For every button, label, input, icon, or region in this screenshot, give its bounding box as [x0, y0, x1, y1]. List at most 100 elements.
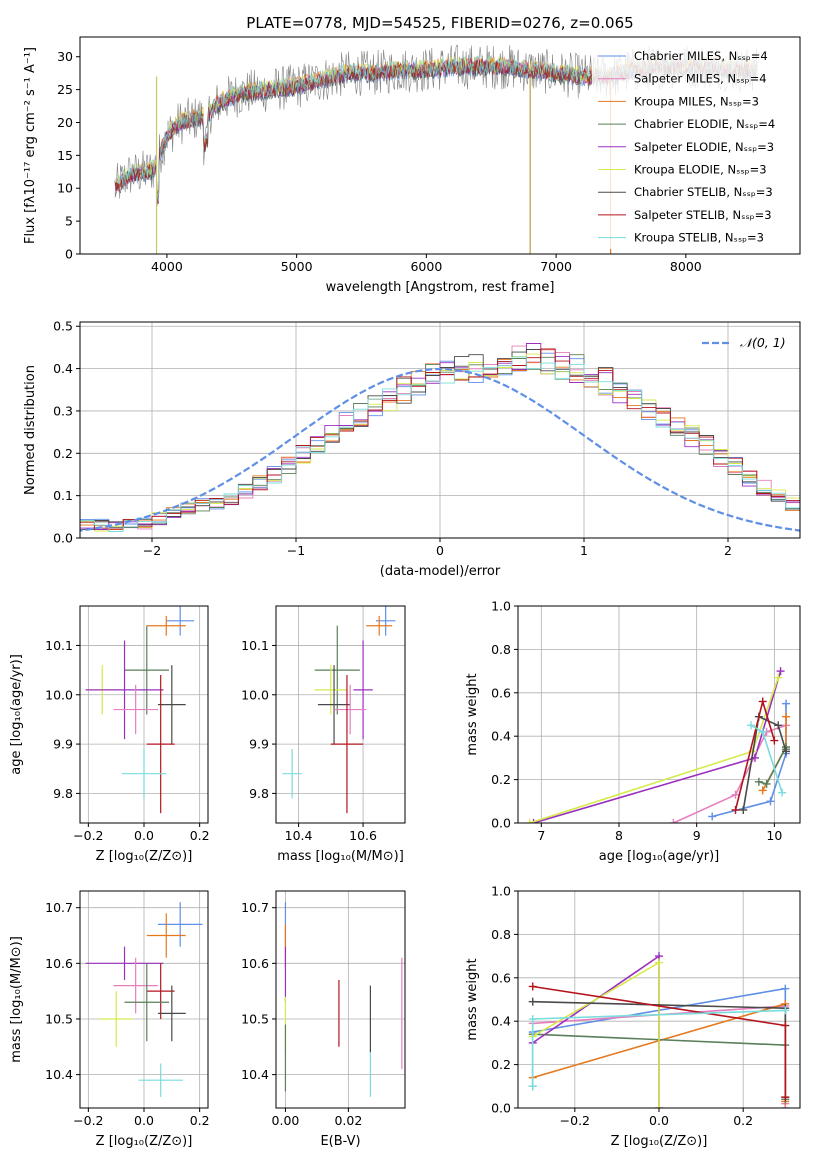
spectrum-xtick-label: 4000 — [151, 259, 183, 274]
legend-label-salpeter_elodie: Salpeter ELODIE, Nₛₛₚ=3 — [634, 140, 774, 154]
mass_vs_ebv-xtick-label: 0.02 — [334, 1113, 362, 1128]
legend-label-salpeter_stelib: Salpeter STELIB, Nₛₛₚ=3 — [634, 208, 772, 222]
spectrum-frame — [79, 36, 801, 255]
weight_vs_age-ytick-label: 0.0 — [491, 816, 511, 831]
histogram-salpeter_stelib — [80, 348, 800, 530]
mass_vs_Z-xtick-label: 0.0 — [134, 1113, 154, 1128]
figure-title: PLATE=0778, MJD=54525, FIBERID=0276, z=0… — [246, 14, 633, 32]
mass_vs_ebv-frame — [275, 890, 406, 1109]
age_vs_mass-xlabel: mass [log₁₀(M/M⊙)] — [277, 849, 404, 864]
legend-label-kroupa_stelib: Kroupa STELIB, Nₛₛₚ=3 — [634, 231, 764, 245]
legend-label-kroupa_elodie: Kroupa ELODIE, Nₛₛₚ=3 — [634, 163, 767, 177]
mass_vs_Z-xlabel: Z [log₁₀(Z/Z⊙)] — [96, 1134, 193, 1149]
weight_vs_Z-plot-area — [528, 952, 790, 1108]
age_vs_mass-xtick-label: 10.6 — [349, 828, 377, 843]
age_vs_Z-xlabel: Z [log₁₀(Z/Z⊙)] — [96, 849, 193, 864]
spectrum-legend: Chabrier MILES, Nₛₛₚ=4 Salpeter MILES, Nₛ… — [592, 43, 796, 249]
weight_vs_age-ytick-label: 0.4 — [491, 729, 511, 744]
spectrum-xtick-label: 8000 — [670, 259, 702, 274]
weight_vs_age-ylabel: mass weight — [465, 673, 480, 755]
residuals-xtick-label: 0 — [436, 543, 444, 558]
age_vs_Z-ytick-label: 10.0 — [45, 687, 73, 702]
age_vs_mass-ytick-label: 9.8 — [249, 786, 269, 801]
histogram-chabrier_miles — [80, 352, 800, 529]
age_vs_mass-ytick-label: 10.1 — [241, 638, 269, 653]
age_vs_mass-ytick-label: 10.0 — [241, 687, 269, 702]
legend-label-chabrier_elodie: Chabrier ELODIE, Nₛₛₚ=4 — [634, 117, 775, 131]
weight_vs_Z-ytick-label: 0.0 — [491, 1101, 511, 1116]
weight_vs_age-xtick-label: 10 — [766, 828, 782, 843]
residuals-ytick-label: 0.5 — [53, 319, 73, 334]
mass_vs_Z-xtick-label: 0.2 — [190, 1113, 210, 1128]
mass_vs_Z-ytick-label: 10.7 — [45, 900, 73, 915]
spectrum-ytick-label: 5 — [65, 214, 73, 229]
mass_vs_Z-xtick-label: −0.2 — [73, 1113, 103, 1128]
spectrum-xtick-label: 6000 — [410, 259, 442, 274]
legend-label-chabrier_miles: Chabrier MILES, Nₛₛₚ=4 — [634, 49, 768, 63]
weight_vs_Z-xtick-label: 0.0 — [649, 1113, 669, 1128]
residuals-plot-area — [80, 343, 800, 532]
mass_vs_ebv-ytick-label: 10.6 — [241, 956, 269, 971]
normal-legend-label: 𝒩(0, 1) — [740, 335, 786, 350]
weight_vs_age-ytick-label: 0.8 — [491, 642, 511, 657]
age_vs_Z-ytick-label: 9.9 — [53, 737, 73, 752]
mass_vs_ebv-xlabel: E(B-V) — [320, 1134, 360, 1149]
mass_vs_Z-ylabel: mass [log₁₀(M/M⊙)] — [9, 936, 24, 1063]
spectrum-ytick-label: 10 — [57, 181, 73, 196]
histogram-chabrier_elodie — [80, 354, 800, 528]
weight_vs_Z-ytick-label: 0.6 — [491, 970, 511, 985]
spectrum-xtick-label: 5000 — [281, 259, 313, 274]
residuals-ylabel: Normed distribution — [23, 365, 38, 495]
residuals-panel: −2 −1 0 1 2 0.0 0.1 0.2 0.3 0.4 0.5 (data-model)/er… — [23, 319, 801, 579]
weight_vs_age-ytick-label: 0.6 — [491, 685, 511, 700]
residuals-xtick-label: 2 — [724, 543, 732, 558]
weight_vs_Z-xtick-label: 0.2 — [733, 1113, 753, 1128]
residuals-xtick-label: 1 — [580, 543, 588, 558]
weight_vs_Z-ylabel: mass weight — [465, 958, 480, 1040]
residuals-ytick-label: 0.2 — [53, 446, 73, 461]
residuals-ytick-label: 0.3 — [53, 403, 73, 418]
spectrum-xtick-label: 7000 — [540, 259, 572, 274]
normal-curve — [80, 367, 800, 532]
residuals-xlabel: (data-model)/error — [380, 564, 501, 579]
weight_vs_Z-xlabel: Z [log₁₀(Z/Z⊙)] — [611, 1134, 708, 1149]
weight_vs_age-plot-area — [525, 667, 791, 823]
weight_vs_Z-ytick-label: 1.0 — [491, 884, 511, 899]
mass_vs_ebv-xtick-label: 0.00 — [272, 1113, 300, 1128]
spectrum-ytick-label: 25 — [57, 82, 73, 97]
age_vs_Z-panel: −0.2 0.0 0.2 9.8 9.9 10.0 10.1 Z [log₁₀(Z/Z⊙)] a… — [9, 605, 210, 864]
spectrum-panel: 4000 5000 6000 7000 8000 0 5 10 15 20 25 30 waveleng… — [23, 36, 801, 295]
age_vs_Z-xtick-label: 0.0 — [134, 828, 154, 843]
age_vs_Z-ytick-label: 10.1 — [45, 638, 73, 653]
age_vs_mass-plot-area — [282, 606, 396, 814]
weight_vs_age-ytick-label: 1.0 — [491, 599, 511, 614]
age_vs_Z-frame — [79, 605, 209, 824]
legend-label-kroupa_miles: Kroupa MILES, Nₛₛₚ=3 — [634, 94, 759, 108]
weight_vs_age-xlabel: age [log₁₀(age/yr)] — [599, 849, 720, 864]
age_vs_Z-ylabel: age [log₁₀(age/yr)] — [9, 654, 24, 775]
legend-label-salpeter_miles: Salpeter MILES, Nₛₛₚ=4 — [634, 72, 767, 86]
weight_vs_Z-ytick-label: 0.2 — [491, 1057, 511, 1072]
mass_vs_ebv-ytick-label: 10.7 — [241, 900, 269, 915]
spectrum-ytick-label: 20 — [57, 115, 73, 130]
residuals-frame — [79, 321, 801, 539]
weight_vs_age-xtick-label: 9 — [693, 828, 701, 843]
age_vs_mass-ytick-label: 9.9 — [249, 737, 269, 752]
residuals-ytick-label: 0.4 — [53, 361, 73, 376]
mass_vs_Z-frame — [79, 890, 209, 1109]
age_vs_Z-ytick-label: 9.8 — [53, 786, 73, 801]
spectrum-ytick-label: 0 — [65, 247, 73, 262]
age_vs_Z-xtick-label: 0.2 — [190, 828, 210, 843]
weight_vs_Z-panel: −0.2 0.0 0.2 0.0 0.2 0.4 0.6 0.8 1.0 Z [log₁₀(Z/Z… — [465, 884, 801, 1149]
spectrum-ytick-label: 15 — [57, 148, 73, 163]
histogram-chabrier_stelib — [80, 349, 800, 531]
weight_vs_Z-xtick-label: −0.2 — [560, 1113, 590, 1128]
legend-label-chabrier_stelib: Chabrier STELIB, Nₛₛₚ=3 — [634, 185, 773, 199]
weight_vs_Z-ytick-label: 0.8 — [491, 927, 511, 942]
weight_vs_Z-frame — [517, 890, 801, 1109]
weight_vs_Z-ytick-label: 0.4 — [491, 1014, 511, 1029]
weight_vs_age-xtick-label: 8 — [615, 828, 623, 843]
weight_vs_age-frame — [517, 605, 801, 824]
spectrum-ytick-label: 30 — [57, 49, 73, 64]
